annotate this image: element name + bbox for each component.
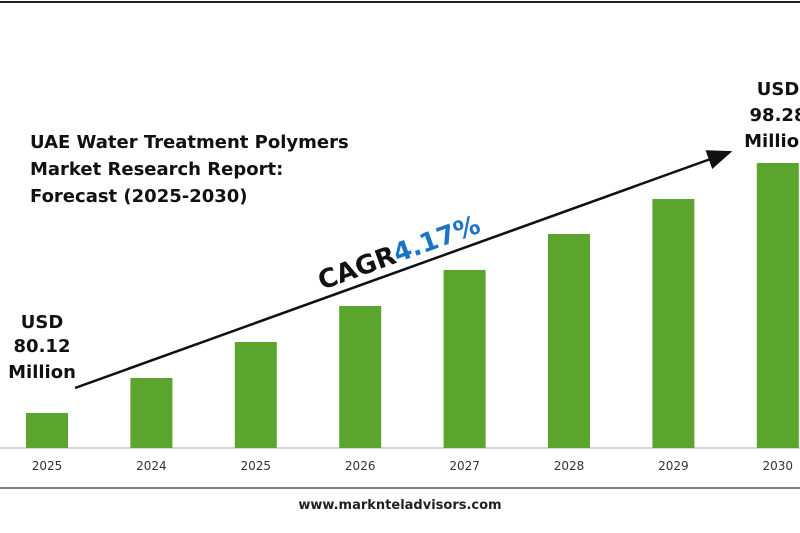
x-tick-label: 2024 — [136, 459, 167, 473]
x-tick-label: 2029 — [658, 459, 689, 473]
x-tick-label: 2025 — [32, 459, 63, 473]
cagr-label: CAGR — [314, 241, 400, 297]
footer: www.marknteladvisors.com — [298, 498, 501, 513]
x-tick-label: 2026 — [345, 459, 376, 473]
cagr-value: 4.17% — [389, 210, 484, 269]
bar — [756, 163, 799, 448]
x-tick-label: 2025 — [241, 459, 272, 473]
start-label: Million — [8, 362, 76, 383]
x-tick-label: 2027 — [449, 459, 480, 473]
end-label: 98.28 — [750, 105, 800, 126]
title-line: Market Research Report: — [30, 159, 283, 180]
trend-arrow — [74, 150, 733, 390]
end-label: Million — [744, 131, 800, 152]
end-label: USD — [757, 79, 800, 100]
start-label: USD — [21, 312, 64, 333]
bar — [234, 342, 277, 448]
bar — [130, 378, 173, 448]
bar — [652, 199, 695, 448]
bar — [339, 306, 382, 448]
bar — [548, 234, 590, 448]
title-line: UAE Water Treatment Polymers — [30, 132, 349, 153]
x-tick-label: 2030 — [763, 459, 794, 473]
start-label: 80.12 — [14, 336, 71, 357]
title-line: Forecast (2025-2030) — [30, 186, 248, 207]
bar — [443, 270, 486, 448]
x-tick-label: 2028 — [554, 459, 585, 473]
bar — [26, 413, 68, 448]
